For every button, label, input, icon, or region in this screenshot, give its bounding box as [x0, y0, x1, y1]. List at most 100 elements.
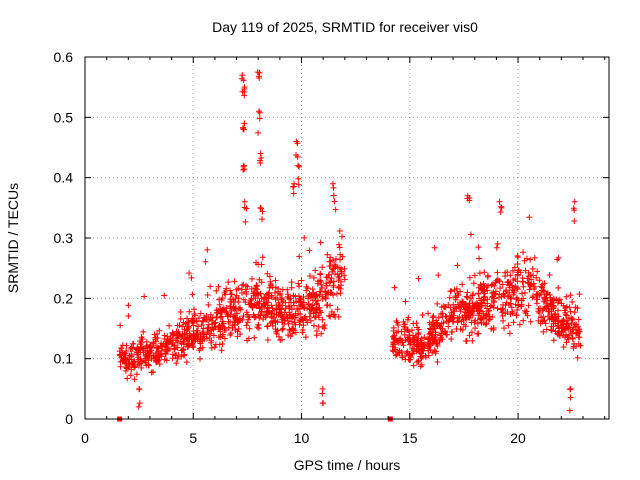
- data-point: [216, 322, 223, 329]
- data-point: [229, 322, 236, 329]
- data-point: [239, 316, 246, 323]
- data-point: [327, 262, 334, 269]
- data-point: [275, 285, 282, 292]
- data-point: [143, 362, 150, 369]
- data-point: [206, 335, 213, 342]
- data-point: [295, 310, 302, 317]
- data-point: [268, 310, 275, 317]
- data-point: [425, 310, 432, 317]
- data-point: [573, 343, 580, 350]
- data-point: [450, 301, 457, 308]
- data-point: [266, 289, 273, 296]
- data-point: [526, 214, 533, 221]
- data-point: [188, 274, 195, 281]
- data-point: [552, 328, 559, 335]
- data-point: [407, 336, 414, 343]
- data-point: [117, 322, 124, 329]
- data-point: [336, 244, 343, 251]
- data-point: [241, 120, 248, 127]
- data-point: [515, 302, 522, 309]
- data-point: [560, 317, 567, 324]
- data-point: [392, 344, 399, 351]
- data-point: [219, 306, 226, 313]
- data-point: [534, 268, 541, 275]
- data-point: [485, 316, 492, 323]
- data-point: [428, 331, 435, 338]
- data-point: [174, 355, 181, 362]
- data-point: [272, 277, 279, 284]
- data-point: [190, 322, 197, 329]
- data-point: [232, 295, 239, 302]
- data-point: [407, 354, 414, 361]
- data-point: [401, 321, 408, 328]
- data-point: [156, 327, 163, 334]
- data-point: [126, 352, 133, 359]
- data-point: [233, 310, 240, 317]
- data-point: [258, 261, 265, 268]
- data-point: [285, 332, 292, 339]
- data-point: [290, 183, 297, 190]
- data-point: [454, 262, 461, 269]
- data-point: [242, 218, 249, 225]
- data-point: [528, 281, 535, 288]
- data-point: [466, 197, 473, 204]
- data-point: [297, 317, 304, 324]
- data-point: [189, 340, 196, 347]
- data-point: [231, 278, 238, 285]
- data-point: [341, 276, 348, 283]
- data-point: [565, 315, 572, 322]
- data-point: [477, 281, 484, 288]
- data-point: [520, 283, 527, 290]
- data-point: [258, 308, 265, 315]
- data-point: [530, 272, 537, 279]
- data-point: [218, 347, 225, 354]
- data-point: [466, 300, 473, 307]
- data-point: [292, 293, 299, 300]
- data-point: [507, 294, 514, 301]
- data-point: [191, 311, 198, 318]
- data-point: [245, 301, 252, 308]
- data-point: [430, 312, 437, 319]
- data-point: [514, 261, 521, 268]
- data-point: [179, 347, 186, 354]
- data-point: [398, 348, 405, 355]
- data-point: [569, 335, 576, 342]
- data-point: [264, 270, 271, 277]
- data-point: [317, 271, 324, 278]
- data-point: [425, 336, 432, 343]
- data-point: [269, 305, 276, 312]
- data-point: [310, 322, 317, 329]
- data-point: [337, 251, 344, 258]
- data-point: [458, 318, 465, 325]
- data-point: [459, 314, 466, 321]
- data-point: [197, 310, 204, 317]
- data-point: [393, 318, 400, 325]
- data-point: [538, 313, 545, 320]
- data-point: [536, 309, 543, 316]
- data-point: [313, 332, 320, 339]
- data-point: [417, 363, 424, 370]
- data-point: [496, 278, 503, 285]
- ticks-layer: 0 0.1 0.2 0.3 0.4 0.5 0.6 0 5 10 15 20: [54, 49, 609, 446]
- data-point: [242, 299, 249, 306]
- data-point: [490, 293, 497, 300]
- data-point: [474, 320, 481, 327]
- data-point: [243, 309, 250, 316]
- data-point: [520, 249, 527, 256]
- data-point: [415, 275, 422, 282]
- data-point: [158, 343, 165, 350]
- data-point: [413, 348, 420, 355]
- data-point: [457, 326, 464, 333]
- data-point: [317, 239, 324, 246]
- data-point: [435, 272, 442, 279]
- data-point: [469, 312, 476, 319]
- data-point: [237, 306, 244, 313]
- data-point: [414, 337, 421, 344]
- data-point: [410, 320, 417, 327]
- data-point: [563, 320, 570, 327]
- data-point: [136, 386, 143, 393]
- data-point: [448, 336, 455, 343]
- data-point: [502, 310, 509, 317]
- data-point: [335, 241, 342, 248]
- data-point: [127, 346, 134, 353]
